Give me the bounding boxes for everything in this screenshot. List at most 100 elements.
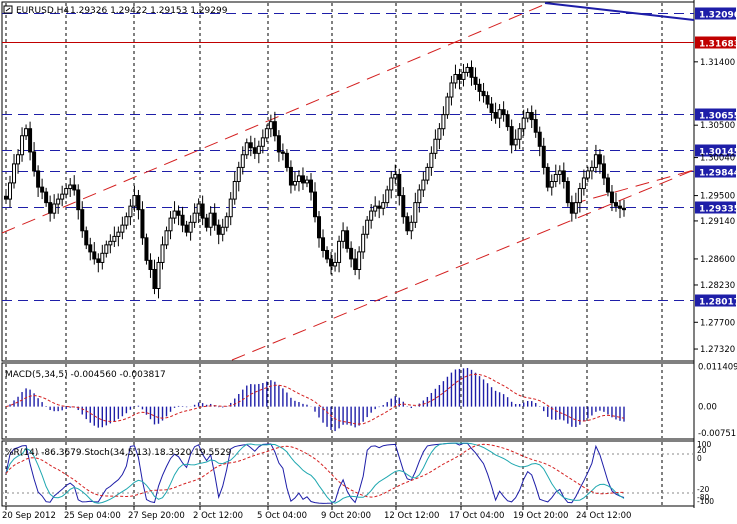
candle-body — [397, 173, 402, 197]
candle-body — [156, 261, 161, 289]
chart-header: EURUSD,H4 1.29326 1.29422 1.29153 1.29299 — [3, 5, 228, 16]
candle-body — [244, 142, 249, 156]
candle-body — [477, 83, 482, 92]
candle-body — [140, 209, 145, 239]
oscillator-tick-label: -100 — [697, 497, 714, 506]
candle-body — [144, 237, 149, 261]
candle-body — [264, 128, 269, 139]
candle-body — [525, 112, 530, 119]
candle-body — [184, 224, 189, 233]
time-tick-label: 27 Sep 20:00 — [128, 511, 185, 521]
candle-body — [413, 202, 418, 223]
candle-body — [292, 181, 297, 186]
candle-body — [545, 166, 550, 188]
candle-body — [417, 189, 422, 204]
candle-body — [248, 142, 253, 149]
candle-body — [168, 217, 173, 232]
candle-body — [481, 90, 486, 97]
time-tick-label: 17 Oct 04:00 — [449, 511, 504, 521]
resistance-trendline[interactable] — [544, 2, 695, 21]
macd-tick-label: 0.011409 — [698, 362, 737, 372]
candle-body — [613, 202, 618, 207]
candle-body — [120, 224, 125, 233]
candle-body — [489, 103, 494, 114]
candle-body — [541, 145, 546, 168]
candle-body — [609, 191, 614, 204]
candle-body — [260, 137, 265, 147]
ohlc-label: 1.29326 1.29422 1.29153 1.29299 — [70, 6, 228, 16]
candle-body — [148, 259, 153, 270]
candle-body — [128, 205, 133, 218]
candle-body — [405, 216, 410, 232]
candle-body — [44, 191, 49, 204]
candle-body — [20, 135, 25, 156]
candle-body — [493, 112, 498, 119]
level-price-label: 1.28017 — [699, 298, 737, 308]
candle-body — [565, 181, 570, 204]
candle-body — [220, 226, 225, 235]
candle-body — [32, 151, 37, 172]
candle-body — [569, 202, 574, 214]
candle-body — [152, 268, 157, 289]
candle-body — [308, 179, 313, 193]
price-tick-label: 1.27700 — [700, 318, 735, 328]
candle-body — [48, 202, 53, 214]
stoch-main-line — [5, 442, 625, 504]
candle-body — [4, 195, 8, 200]
level-price-label: 1.31683 — [699, 40, 737, 50]
candle-body — [401, 195, 406, 218]
channel-lower-line[interactable] — [231, 169, 695, 361]
candle-body — [12, 163, 17, 184]
oscillator-tick-label: 0 — [697, 454, 702, 463]
candle-body — [212, 212, 217, 226]
candle-body — [36, 170, 41, 188]
candle-body — [176, 210, 181, 216]
candle-body — [96, 258, 101, 263]
candle-body — [224, 216, 229, 228]
price-tick-label: 1.29140 — [700, 217, 735, 227]
candle-body — [373, 205, 378, 212]
level-price-tag — [695, 7, 736, 20]
candle-body — [132, 195, 137, 207]
candle-body — [296, 175, 301, 182]
candle-body — [361, 233, 366, 253]
level-price-tag — [695, 144, 736, 157]
candle-body — [501, 109, 506, 116]
candle-body — [200, 203, 205, 219]
candle-body — [577, 188, 582, 204]
candle-body — [341, 230, 346, 242]
candle-body — [16, 154, 21, 165]
candle-body — [593, 154, 598, 168]
williams-r-line — [5, 442, 625, 504]
candle-body — [457, 74, 462, 80]
level-price-tag — [695, 165, 736, 178]
price-tick-label: 1.27320 — [700, 345, 735, 355]
candle-body — [325, 249, 330, 260]
candle-body — [196, 203, 201, 214]
candle-body — [240, 154, 245, 168]
candle-body — [521, 117, 526, 130]
candle-body — [28, 128, 33, 153]
candle-body — [104, 244, 109, 254]
candle-body — [284, 152, 289, 168]
candle-body — [537, 131, 542, 147]
candle-body — [437, 128, 442, 140]
candle-body — [56, 198, 61, 205]
candle-body — [533, 119, 538, 133]
price-tick-label: 1.28230 — [700, 281, 735, 291]
candle-body — [353, 258, 358, 270]
candle-body — [208, 212, 213, 228]
candle-body — [461, 71, 466, 80]
candle-body — [409, 221, 414, 232]
candle-body — [192, 212, 197, 223]
level-price-label: 1.29844 — [699, 169, 737, 179]
candle-body — [445, 96, 450, 116]
price-tick-label: 1.31400 — [700, 58, 735, 68]
candle-body — [112, 235, 117, 242]
candle-body — [421, 179, 426, 191]
level-price-tag — [695, 108, 736, 121]
macd-tick-label: 0.00 — [698, 403, 717, 413]
candle-body — [280, 151, 285, 154]
